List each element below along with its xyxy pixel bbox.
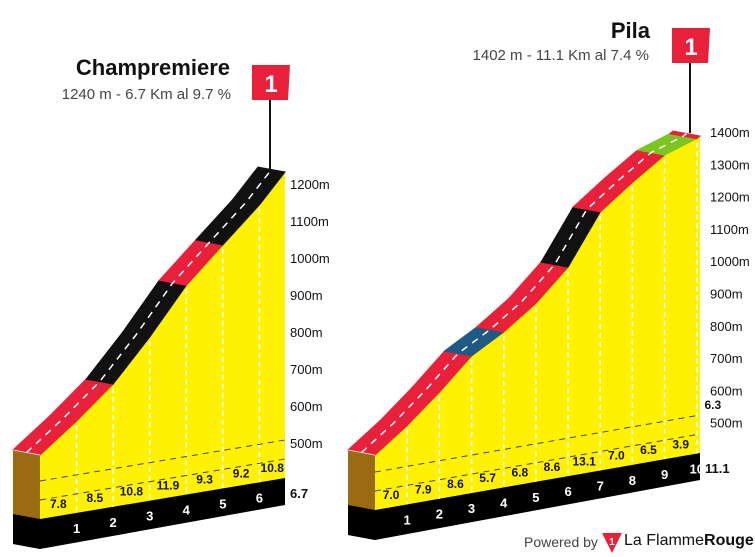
elevation-axis-label: 900m	[290, 288, 323, 303]
km-label: 1	[73, 521, 80, 536]
km-label: 6	[256, 490, 263, 505]
summit-flag-icon	[252, 65, 290, 100]
gradient-label: 7.0	[383, 488, 400, 502]
elevation-axis-label: 600m	[710, 383, 743, 398]
km-label: 10	[690, 462, 704, 477]
km-label: 5	[219, 496, 226, 511]
gradient-label: 6.8	[511, 466, 528, 480]
brand-name: La FlammeRouge	[624, 532, 754, 550]
km-label: 5	[532, 490, 539, 505]
gradient-label: 9.3	[196, 472, 213, 486]
elevation-gridline	[39, 458, 286, 501]
summit-flag-icon	[672, 28, 710, 63]
total-distance-label: 11.1	[705, 461, 730, 476]
elevation-axis-label: 500m	[290, 436, 323, 451]
edge	[347, 449, 376, 456]
km-label: 3	[146, 509, 153, 524]
elevation-axis-label: 700m	[710, 351, 743, 366]
brand-name-a: La Flamme	[624, 532, 705, 549]
road-centerline	[25, 169, 273, 454]
summit-flag-number: 1	[684, 34, 697, 61]
gradient-label: 10.8	[261, 461, 285, 475]
gradient-label: 7.0	[608, 449, 625, 463]
elevation-axis-label: 1100m	[290, 214, 329, 229]
summit-flag-number: 1	[264, 71, 277, 98]
distance-band	[348, 453, 700, 540]
km-label: 2	[436, 507, 443, 522]
gradient-label: 10.8	[120, 485, 144, 499]
elevation-axis-label: 1000m	[710, 254, 750, 269]
brand-name-b: Rouge	[704, 532, 754, 549]
gradient-label: 11.9	[157, 479, 180, 493]
gradient-label: 7.8	[50, 497, 67, 511]
profile-front-face	[40, 172, 285, 519]
gradient-label: 8.6	[447, 477, 464, 491]
elevation-axis-label: 1200m	[290, 177, 330, 192]
elevation-axis-label: 700m	[290, 362, 323, 377]
km-label: 6	[564, 484, 571, 499]
profile-front-face	[375, 136, 700, 510]
gradient-label: 9.2	[233, 466, 250, 480]
climb-title-1: Champremiere	[75, 55, 230, 80]
svg-text:1: 1	[609, 537, 615, 548]
km-label: 7	[597, 478, 604, 493]
gradient-label: 6.5	[640, 443, 657, 457]
km-label: 2	[110, 515, 117, 530]
km-label: 9	[661, 467, 668, 482]
elevation-axis-label: 1400m	[710, 125, 750, 140]
road-centerline	[360, 132, 687, 454]
elevation-axis-label: 500m	[710, 416, 743, 431]
elevation-axis-label: 1300m	[710, 157, 750, 172]
distance-band	[13, 478, 285, 549]
km-label: 8	[629, 473, 636, 488]
flamme-rouge-logo-icon: 1	[602, 533, 622, 553]
total-distance-label: 6.7	[290, 486, 308, 501]
climb-summary-1: 1240 m - 6.7 Km al 9.7 %	[61, 86, 231, 103]
elevation-axis-label: 1000m	[290, 251, 330, 266]
elevation-axis-label: 1100m	[710, 222, 749, 237]
km-label: 3	[468, 501, 475, 516]
elevation-axis-label: 900m	[710, 287, 743, 302]
elevation-axis-label: 1200m	[710, 190, 750, 205]
elevation-gridline	[39, 439, 286, 482]
powered-by-label: Powered by	[524, 534, 598, 550]
elevation-axis-label: 600m	[290, 399, 323, 414]
km-label: 4	[183, 503, 191, 518]
climb-title-2: Pila	[610, 18, 650, 43]
elevation-axis-label: 800m	[710, 319, 743, 334]
gradient-label: 3.9	[672, 437, 689, 451]
gradient-label: 7.9	[415, 483, 432, 497]
climb-summary-2: 1402 m - 11.1 Km al 7.4 %	[472, 47, 649, 64]
gradient-label: 13.1	[572, 454, 596, 468]
gradient-label: 8.6	[544, 460, 561, 474]
gradient-label: 8.5	[87, 491, 104, 505]
km-label: 4	[500, 495, 508, 510]
km-label: 1	[404, 512, 411, 527]
gradient-label: 6.3	[704, 398, 721, 412]
elevation-axis-label: 800m	[290, 325, 323, 340]
edge	[12, 449, 41, 456]
gradient-label: 5.7	[479, 471, 496, 485]
